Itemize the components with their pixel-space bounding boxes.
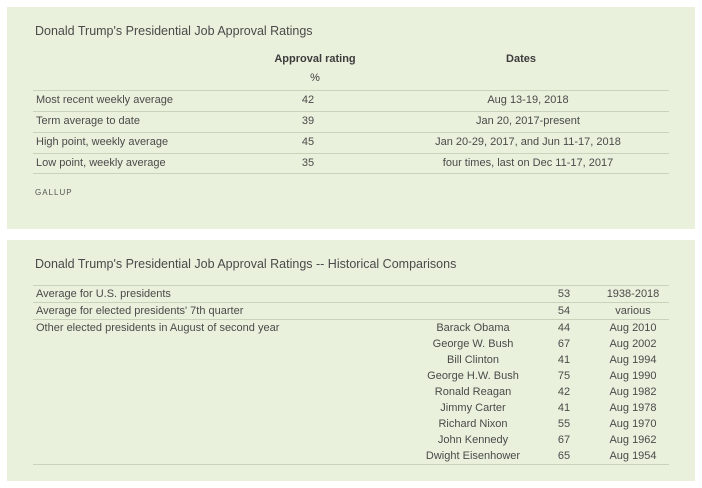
row-period: Aug 1954 (609, 450, 657, 462)
table-row: Ronald Reagan 42 Aug 1982 (33, 384, 669, 400)
row-dates: Aug 13-19, 2018 (487, 94, 569, 106)
row-period: Aug 1990 (609, 370, 657, 382)
row-label: Other elected presidents in August of se… (36, 322, 280, 334)
row-value: 54 (557, 305, 571, 317)
president-name: Barack Obama (436, 322, 510, 334)
table-row: Low point, weekly average 35 four times,… (33, 153, 669, 174)
source-credit: GALLUP (35, 188, 73, 197)
table-row: Jimmy Carter 41 Aug 1978 (33, 400, 669, 416)
row-label: Average for U.S. presidents (36, 288, 171, 300)
approval-unit-header: % (310, 72, 320, 84)
row-period: Aug 2002 (609, 338, 657, 350)
table-row: Dwight Eisenhower 65 Aug 1954 (33, 448, 669, 465)
president-name: Ronald Reagan (434, 386, 512, 398)
president-name: Jimmy Carter (440, 402, 506, 414)
row-value: 42 (301, 94, 315, 106)
president-name: George H.W. Bush (427, 370, 519, 382)
president-name: Richard Nixon (438, 418, 508, 430)
president-name: Bill Clinton (447, 354, 499, 366)
row-value: 41 (557, 402, 571, 414)
table-row: George W. Bush 67 Aug 2002 (33, 336, 669, 352)
row-value: 39 (301, 115, 315, 127)
row-label: High point, weekly average (36, 136, 169, 148)
table-row: Average for elected presidents' 7th quar… (33, 302, 669, 319)
row-value: 44 (557, 322, 571, 334)
row-value: 41 (557, 354, 571, 366)
row-value: 67 (557, 434, 571, 446)
president-name: John Kennedy (437, 434, 509, 446)
row-value: 67 (557, 338, 571, 350)
table-row: High point, weekly average 45 Jan 20-29,… (33, 132, 669, 153)
row-value: 45 (301, 136, 315, 148)
row-value: 65 (557, 450, 571, 462)
row-value: 42 (557, 386, 571, 398)
historical-comparisons-panel: Donald Trump's Presidential Job Approval… (7, 240, 695, 481)
table-row: Richard Nixon 55 Aug 1970 (33, 416, 669, 432)
row-dates: Jan 20-29, 2017, and Jun 11-17, 2018 (435, 136, 621, 148)
row-value: 75 (557, 370, 571, 382)
row-period: Aug 1962 (609, 434, 657, 446)
president-name: George W. Bush (432, 338, 514, 350)
row-period: 1938-2018 (606, 288, 660, 300)
row-period: Aug 1978 (609, 402, 657, 414)
row-value: 35 (301, 157, 315, 169)
row-dates: Jan 20, 2017-present (476, 115, 580, 127)
approval-rating-header: Approval rating (274, 53, 356, 65)
table-title: Donald Trump's Presidential Job Approval… (35, 257, 457, 271)
row-period: Aug 2010 (609, 322, 657, 334)
row-value: 55 (557, 418, 571, 430)
row-period: Aug 1970 (609, 418, 657, 430)
row-label: Low point, weekly average (36, 157, 166, 169)
row-value: 53 (557, 288, 571, 300)
table-title: Donald Trump's Presidential Job Approval… (35, 24, 313, 38)
table-row: Average for U.S. presidents 53 1938-2018 (33, 285, 669, 302)
row-period: Aug 1994 (609, 354, 657, 366)
row-label: Most recent weekly average (36, 94, 173, 106)
row-period: various (615, 305, 651, 317)
approval-ratings-panel: Donald Trump's Presidential Job Approval… (7, 7, 695, 229)
table-row: Most recent weekly average 42 Aug 13-19,… (33, 90, 669, 111)
row-label: Term average to date (36, 115, 140, 127)
table-row: John Kennedy 67 Aug 1962 (33, 432, 669, 448)
table-row: Other elected presidents in August of se… (33, 319, 669, 336)
president-name: Dwight Eisenhower (425, 450, 521, 462)
dates-header: Dates (506, 53, 536, 65)
row-label: Average for elected presidents' 7th quar… (36, 305, 244, 317)
table-row: Term average to date 39 Jan 20, 2017-pre… (33, 111, 669, 132)
table-row: Bill Clinton 41 Aug 1994 (33, 352, 669, 368)
row-period: Aug 1982 (609, 386, 657, 398)
table-row: George H.W. Bush 75 Aug 1990 (33, 368, 669, 384)
row-dates: four times, last on Dec 11-17, 2017 (442, 157, 614, 169)
